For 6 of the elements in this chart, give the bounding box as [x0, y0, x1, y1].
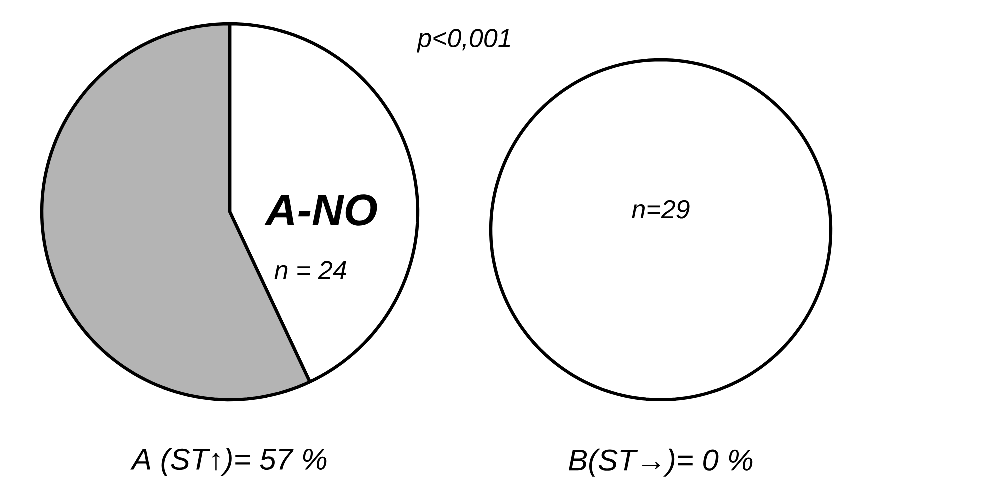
text: n = 24	[274, 261, 346, 280]
text: B(ST→)= 0 %	[568, 448, 753, 477]
text: n=29	[632, 200, 690, 219]
text: p<0,001	[416, 29, 510, 53]
slice-label: A-NO	[264, 194, 378, 226]
text: A (ST↑)= 57 %	[130, 448, 327, 476]
